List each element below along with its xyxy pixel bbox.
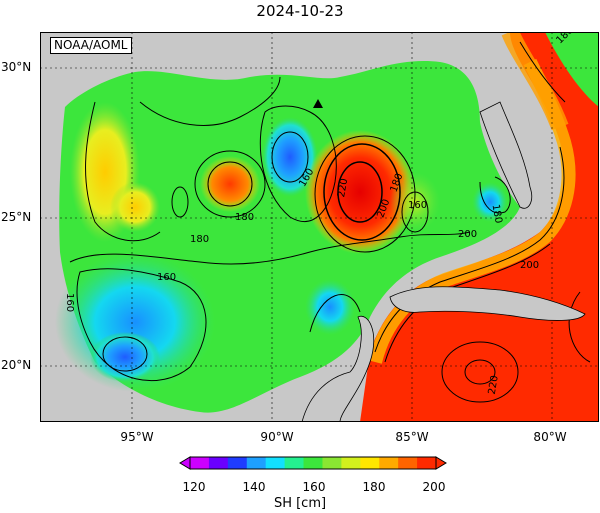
contour-label: 160 xyxy=(157,272,176,283)
colorbar-tick: 180 xyxy=(362,480,386,494)
colorbar-high-arrow xyxy=(435,456,447,470)
credit-label: NOAA/AOML xyxy=(50,37,132,54)
florida-peninsula xyxy=(479,101,533,209)
colorbar-swatch xyxy=(303,457,323,469)
colorbar-tick: 200 xyxy=(422,480,446,494)
atlantic-green xyxy=(545,32,599,107)
lon-label-85w: 85°W xyxy=(395,430,429,444)
colorbar-low-arrow xyxy=(179,456,191,470)
colorbar-swatch xyxy=(246,457,267,469)
colorbar-swatch xyxy=(190,457,210,469)
map-border xyxy=(40,32,599,422)
contour-label: 220 xyxy=(487,375,501,396)
gulf-stream-edge xyxy=(501,32,569,131)
cool-eddy-north xyxy=(262,117,318,197)
contour-label: 180 xyxy=(490,204,504,225)
yucatan-peninsula xyxy=(301,315,375,422)
colorbar-swatch xyxy=(341,457,361,469)
colorbar-swatch xyxy=(227,457,248,469)
contour-label: 160 xyxy=(408,200,427,211)
warm-region-texas xyxy=(110,182,160,232)
colorbar xyxy=(178,455,448,477)
colorbar-border xyxy=(189,456,437,470)
colorbar-tick: 140 xyxy=(242,480,266,494)
colorbar-tick: 160 xyxy=(302,480,326,494)
contour-label: 200 xyxy=(458,229,477,240)
lat-label-25n: 25°N xyxy=(1,210,32,224)
contour-label: 180 xyxy=(190,234,209,245)
lon-label-90w: 90°W xyxy=(260,430,294,444)
colorbar-swatch xyxy=(379,457,399,469)
colorbar-swatch xyxy=(265,457,286,469)
sea-height-map: 180 160 220 200 180 160 180 160 160 180 … xyxy=(40,32,599,422)
warm-eddy-central xyxy=(200,156,260,212)
lat-label-30n: 30°N xyxy=(1,60,32,74)
lon-label-95w: 95°W xyxy=(120,430,154,444)
colorbar-swatch xyxy=(208,457,229,469)
colorbar-swatch xyxy=(322,457,342,469)
colorbar-gradient xyxy=(179,456,447,470)
cool-eddy-yucatan xyxy=(305,279,355,335)
contour-label: 200 xyxy=(520,260,539,271)
colorbar-swatch xyxy=(284,457,305,469)
colorbar-label: SH [cm] xyxy=(273,496,327,511)
contour-lines xyxy=(69,41,591,403)
lon-label-80w: 80°W xyxy=(533,430,567,444)
colorbar-tick: 120 xyxy=(182,480,206,494)
cuba xyxy=(389,286,586,321)
colorbar-swatch xyxy=(398,457,418,469)
lat-label-20n: 20°N xyxy=(1,358,32,372)
colorbar-swatch xyxy=(417,457,437,469)
graticule xyxy=(40,32,599,422)
cool-eddy-bay-of-campeche xyxy=(90,332,160,382)
station-marker-icon xyxy=(313,99,323,108)
contour-label: 180 xyxy=(235,212,254,223)
map-title: 2024-10-23 xyxy=(256,2,344,20)
contour-label: 160 xyxy=(64,293,75,312)
contour-label: 220 xyxy=(336,178,350,199)
caribbean-sea xyxy=(360,32,599,422)
colorbar-swatch xyxy=(360,457,380,469)
